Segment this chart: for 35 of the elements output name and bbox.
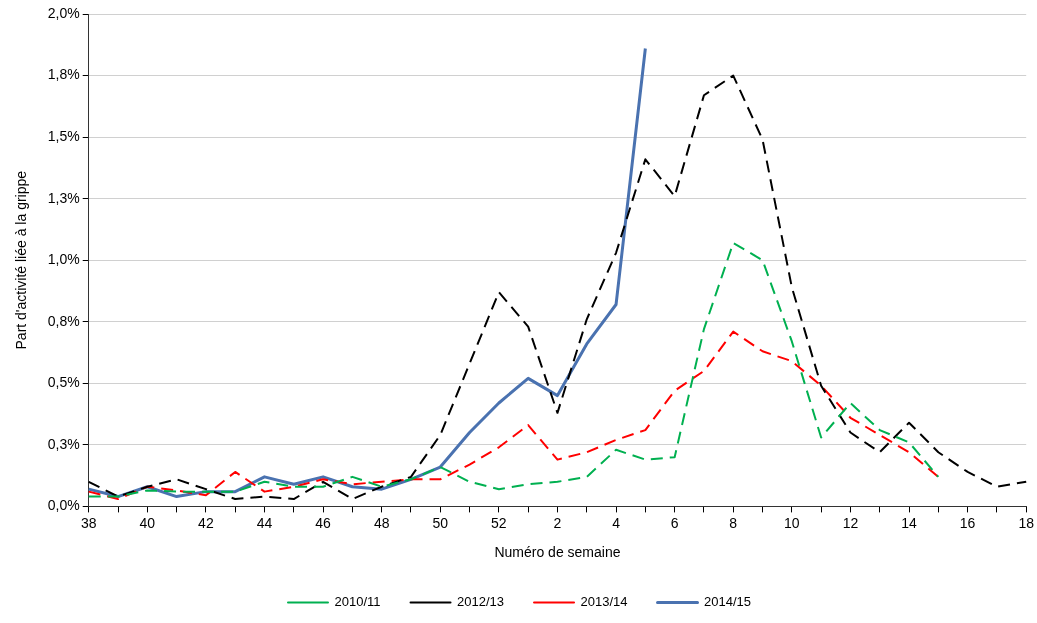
y-tick-label: 1,8% <box>47 66 80 83</box>
x-tick-label: 42 <box>198 514 214 531</box>
x-tick-label: 6 <box>670 514 679 531</box>
legend-label: 2013/14 <box>580 594 628 610</box>
y-tick-label: 0,0% <box>47 497 80 514</box>
legend-label: 2012/13 <box>457 594 505 610</box>
x-tick-label: 52 <box>491 514 507 531</box>
y-tick-label: 1,3% <box>47 189 80 206</box>
legend-label: 2010/11 <box>334 594 381 610</box>
legend-label: 2014/15 <box>704 594 752 610</box>
y-tick-label: 0,8% <box>47 312 80 329</box>
y-tick-label: 0,5% <box>47 374 80 391</box>
x-axis-title: Numéro de semaine <box>494 544 621 561</box>
x-tick-label: 50 <box>432 514 449 531</box>
y-tick-label: 0,3% <box>47 435 80 452</box>
x-tick-label: 16 <box>959 514 976 531</box>
y-tick-label: 1,5% <box>47 127 80 144</box>
x-tick-label: 40 <box>139 514 156 531</box>
x-tick-label: 48 <box>373 514 390 531</box>
x-tick-label: 2 <box>553 514 562 531</box>
line-series <box>87 74 1028 501</box>
x-tick-label: 10 <box>784 514 800 531</box>
y-axis-title: Part d'activité liée à la grippe <box>13 170 30 350</box>
x-tick-label: 12 <box>842 514 859 531</box>
x-tick-label: 14 <box>901 514 918 531</box>
x-tick-label: 4 <box>612 514 621 531</box>
line-series <box>87 241 940 498</box>
x-tick-label: 44 <box>256 514 273 531</box>
x-tick-label: 46 <box>315 514 332 531</box>
x-tick-label: 38 <box>80 514 97 531</box>
x-tick-label: 8 <box>729 514 738 531</box>
line-series <box>87 330 940 501</box>
y-tick-label: 2,0% <box>47 4 80 21</box>
x-tick-label: 18 <box>1018 514 1035 531</box>
y-tick-label: 1,0% <box>47 251 80 268</box>
